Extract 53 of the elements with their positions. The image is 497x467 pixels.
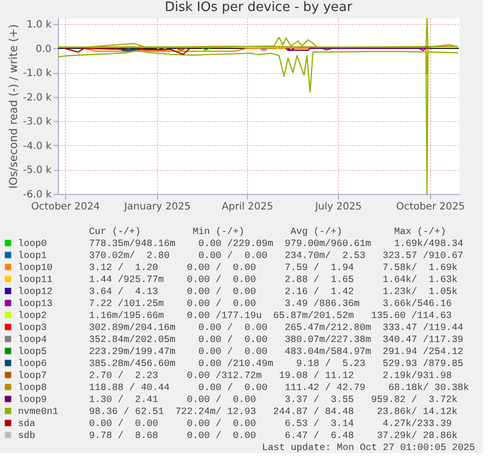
text: 3.12 / 1.20 0.00 / 0.00 7.59 / 1.94 7.58k/ 1.69k [89, 262, 458, 273]
legend-label: loop12 [18, 286, 53, 297]
line-series [57, 18, 459, 48]
y-tick-label: 0.0 [36, 44, 52, 55]
y-tick-label: -5.0 k [23, 165, 52, 176]
legend-label: loop1 [18, 250, 48, 261]
text: 98.36 / 62.51 722.24m/ 12.93 244.87 / 84.48 23.86k/ 14.12k [89, 406, 458, 417]
text: Last update: Mon Oct 27 01:00:05 2025 [262, 442, 476, 453]
y-tick-label: -1.0 k [23, 68, 52, 80]
line-series [63, 48, 191, 56]
x-tick-label: April 2025 [222, 202, 274, 212]
chart-title: Disk IOs per device - by year [164, 0, 353, 15]
legend-label: loop10 [18, 262, 53, 273]
legend-label: loop11 [18, 274, 53, 285]
text: 7.22 /101.25m 0.00 / 0.00 3.49 /886.36m 3.66k/546.16 [89, 298, 452, 309]
legend-label: loop5 [18, 346, 48, 357]
text: 352.84m/202.05m 0.00 / 0.00 380.07m/227.38m 340.47 /117.39 [89, 334, 464, 345]
x-tick-label: October 2025 [396, 202, 465, 212]
legend-label: loop3 [18, 322, 48, 333]
legend-label: loop4 [18, 334, 48, 345]
legend-label: loop0 [18, 238, 48, 249]
text: 385.28m/456.60m 0.00 /210.49m 9.18 / 5.23 529.93 /879.85 [89, 358, 464, 369]
legend-label: nvme0n1 [18, 406, 59, 417]
text: 370.02m/ 2.80 0.00 / 0.00 234.70m/ 2.53 323.57 /910.67 [89, 250, 464, 261]
y-axis-title: IOs/second read (-) / write (+) [7, 24, 20, 189]
legend-label: loop7 [18, 370, 47, 381]
legend-label: loop2 [18, 310, 48, 321]
legend-label: loop13 [18, 298, 53, 309]
text: 9.78 / 8.68 0.00 / 0.00 6.47 / 6.48 37.29k/ 28.86k [89, 430, 458, 441]
text: 223.29m/199.47m 0.00 / 0.00 483.04m/584.97m 291.94 /254.12 [89, 346, 464, 357]
x-tick-label: July 2025 [314, 202, 362, 212]
legend-label: sdb [18, 430, 36, 441]
text: 778.35m/948.16m 0.00 /229.09m 979.00m/960.61m 1.69k/498.34 [89, 238, 464, 249]
legend-label: loop6 [18, 358, 48, 369]
text: 0.00 / 0.00 0.00 / 0.00 6.53 / 3.14 4.27k/233.39 [89, 418, 452, 429]
legend-label: sda [18, 418, 36, 429]
legend-label: loop9 [18, 394, 48, 405]
y-tick-label: -6.0 k [23, 190, 52, 200]
text: 3.64 / 4.13 0.00 / 0.00 2.16 / 1.42 1.23k/ 1.05k [89, 286, 458, 297]
text: 2.70 / 2.23 0.00 /312.72m 19.08 / 11.12 2.19k/931.98 [89, 370, 452, 381]
text: 1.44 /925.77m 0.00 / 0.00 2.88 / 1.65 1.64k/ 1.63k [89, 274, 458, 285]
legend-label: loop8 [18, 382, 48, 393]
x-tick-label: October 2024 [31, 202, 100, 212]
x-tick-label: January 2025 [123, 202, 191, 212]
text: 1.16m/195.66m 0.00 /177.19u 65.87m/201.52m 135.60 /114.63 [89, 310, 452, 321]
text: 302.89m/204.16m 0.00 / 0.00 265.47m/212.80m 333.47 /119.44 [89, 322, 464, 333]
y-tick-label: -2.0 k [23, 92, 52, 104]
text: Cur (-/+) Min (-/+) Avg (-/+) Max (-/+) [89, 226, 446, 237]
text: 118.88 / 40.44 0.00 / 0.00 111.42 / 42.79 68.18k/ 30.38k [89, 382, 470, 393]
y-tick-label: -3.0 k [23, 116, 52, 128]
y-tick-label: -4.0 k [23, 140, 52, 152]
y-tick-label: 1.0 k [26, 20, 52, 31]
text: 1.30 / 2.41 0.00 / 0.00 3.37 / 3.55 959.82 / 3.72k [89, 394, 458, 405]
